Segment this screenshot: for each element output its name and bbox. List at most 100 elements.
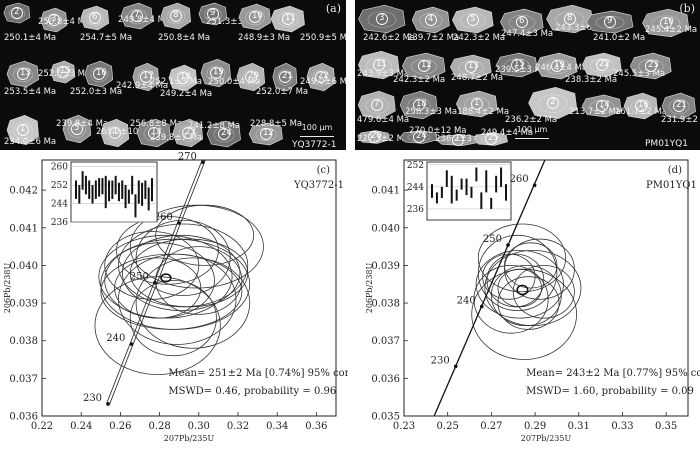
grain-number: 2 bbox=[550, 97, 556, 107]
inset-y-tick-label: 244 bbox=[407, 183, 424, 193]
grain-number: 21 bbox=[676, 100, 687, 110]
zircon-grain bbox=[120, 2, 153, 30]
grain-number: 22 bbox=[599, 59, 610, 69]
grain-age-label: 258.3±3 Ma bbox=[405, 107, 458, 117]
mswd-annotation: MSWD= 0.46, probability = 0.96 bbox=[168, 386, 336, 397]
inset-y-tick-label: 260 bbox=[51, 163, 68, 173]
zircon-grain bbox=[546, 4, 594, 34]
y-axis-label: 206Pb/238U bbox=[365, 263, 374, 314]
y-tick-label: 0.040 bbox=[371, 223, 400, 234]
grain-number: 14 bbox=[151, 127, 162, 137]
x-tick-label: 0.25 bbox=[437, 421, 459, 432]
x-tick-label: 0.22 bbox=[31, 421, 53, 432]
inset-y-tick-label: 236 bbox=[51, 218, 68, 228]
x-tick-label: 0.36 bbox=[305, 421, 327, 432]
concordia-age-point bbox=[532, 183, 537, 188]
concordia-line bbox=[109, 160, 206, 405]
grain-number: 16 bbox=[638, 100, 649, 110]
concordia-age-label: 230 bbox=[431, 355, 450, 366]
mswd-annotation: MSWD= 1.60, probability = 0.09 bbox=[526, 386, 694, 397]
error-ellipse bbox=[155, 246, 243, 315]
grain-number: 9 bbox=[210, 8, 216, 18]
grain-age-label: 227.5±2 Ma bbox=[357, 134, 410, 144]
x-tick-label: 0.32 bbox=[227, 421, 249, 432]
x-tick-label: 0.31 bbox=[568, 421, 590, 432]
grain-number: 10 bbox=[252, 11, 263, 21]
grain-age-label: 248.7±2 Ma bbox=[451, 73, 504, 83]
grain-number: 7 bbox=[374, 99, 380, 109]
grain-age-label: 270.0±12 Ma bbox=[409, 126, 467, 136]
grain-number: 23 bbox=[648, 60, 659, 70]
grain-number: 8 bbox=[173, 10, 179, 20]
zircon-grain bbox=[629, 52, 672, 80]
concordia-chart-c: 0.22 0.24 0.26 0.28 0.30 0.32 0.34 0.36 0.036 0.0… bbox=[3, 152, 348, 443]
y-tick-label: 0.041 bbox=[9, 223, 38, 234]
zircon-grain bbox=[451, 6, 494, 34]
x-axis-label: 207Pb/235U bbox=[164, 434, 215, 443]
grain-age-label: 234.0±6 Ma bbox=[4, 137, 57, 147]
zircon-grain bbox=[399, 90, 438, 120]
grain-number: 19 bbox=[213, 67, 224, 77]
zircon-grain bbox=[80, 5, 110, 31]
error-ellipse bbox=[477, 223, 567, 293]
grain-number: 16 bbox=[96, 68, 107, 78]
grain-number: 15 bbox=[60, 66, 71, 76]
error-ellipse bbox=[497, 268, 543, 308]
grain-age-label: 252.0±3 Ma bbox=[70, 87, 123, 97]
grain-age-label: 250.8±4 Ma bbox=[158, 33, 211, 43]
error-ellipse bbox=[477, 234, 558, 311]
concordia-age-label: 270 bbox=[178, 152, 197, 162]
grain-age-label: 245.5±3 Ma bbox=[613, 69, 666, 79]
error-ellipse bbox=[94, 276, 221, 375]
zircon-grain bbox=[473, 132, 508, 146]
zircon-grain bbox=[40, 7, 68, 33]
grain-number: 5 bbox=[470, 14, 476, 24]
cl-image-panel-b: (b) 3 242.6±2 Ma 4 239.7±2 Ma 5 242.3±2 Ma 6 24… bbox=[355, 0, 700, 150]
error-ellipse bbox=[512, 265, 575, 319]
grain-number: 13 bbox=[20, 68, 31, 78]
grain-age-label: 161.7±2 Ma bbox=[615, 107, 668, 117]
zircon-grain bbox=[661, 92, 696, 120]
grain-age-label: 250.1±4 Ma bbox=[4, 33, 57, 43]
sample-label-a: YQ3772-1 bbox=[292, 140, 337, 150]
grain-age-label: 256.8±8 Ma bbox=[130, 119, 183, 129]
mean-age-annotation: Mean= 243±2 Ma [0.77%] 95% conf. bbox=[526, 368, 700, 379]
grain-age-label: 249.2±4 Ma bbox=[160, 89, 213, 99]
zircon-grain bbox=[358, 4, 406, 34]
concordia-age-label: 250 bbox=[483, 234, 502, 245]
concordia-age-label: 260 bbox=[510, 174, 529, 185]
error-ellipse bbox=[135, 257, 251, 349]
zircon-grain bbox=[528, 87, 578, 119]
concordia-age-point bbox=[177, 221, 181, 225]
concordia-age-label: 240 bbox=[106, 333, 125, 344]
x-tick-label: 0.27 bbox=[480, 421, 502, 432]
grain-number: 12 bbox=[421, 60, 432, 70]
zircon-grain bbox=[270, 5, 305, 33]
zircon-grain bbox=[172, 118, 204, 148]
inset-y-tick-label: 252 bbox=[51, 181, 68, 191]
grain-age-label: 242.3±2 Ma bbox=[393, 75, 446, 85]
grain-number: 23 bbox=[185, 127, 196, 137]
cl-image-panel-a: (a) 2 250.1±4 Ma 3 250.8±4 Ma 6 254.7±5 Ma 7 24… bbox=[0, 0, 346, 150]
error-ellipse bbox=[155, 204, 255, 266]
panel-tag: (c) bbox=[317, 165, 331, 176]
grain-number: 11 bbox=[376, 59, 387, 69]
grain-age-label: 247.4±3 Ma bbox=[501, 29, 554, 39]
grain-number: 20 bbox=[248, 71, 259, 81]
grain-age-label: 239.8±7 Ma bbox=[150, 133, 203, 143]
error-ellipse bbox=[129, 280, 217, 357]
zircon-grain bbox=[132, 62, 160, 92]
x-tick-label: 0.28 bbox=[148, 421, 170, 432]
zircon-grain bbox=[411, 6, 450, 34]
inset-y-tick-label: 236 bbox=[407, 205, 424, 215]
grain-number: 17 bbox=[143, 71, 154, 81]
grain-age-label: 252.6±3 Ma bbox=[38, 69, 91, 79]
zircon-grain bbox=[6, 60, 39, 88]
inset-y-tick-label: 252 bbox=[407, 161, 424, 171]
error-ellipse bbox=[484, 249, 582, 327]
zircon-grain bbox=[6, 114, 39, 146]
y-tick-label: 0.037 bbox=[371, 336, 400, 347]
zircon-grain bbox=[3, 2, 31, 24]
concordia-age-point bbox=[106, 402, 110, 406]
zircon-grain bbox=[623, 92, 658, 120]
